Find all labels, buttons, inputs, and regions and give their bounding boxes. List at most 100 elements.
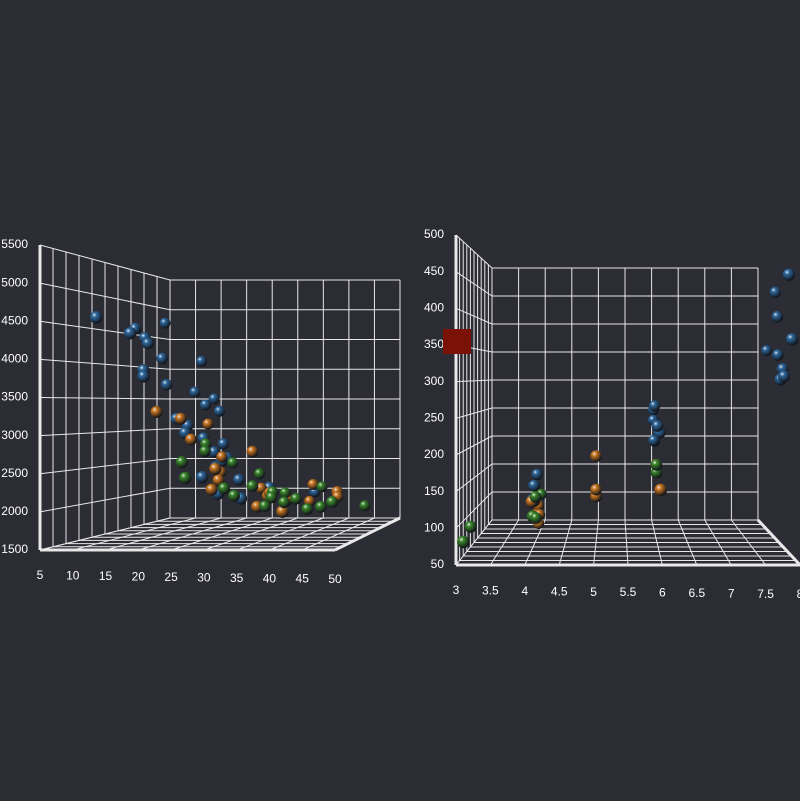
y-tick-label: 2500 bbox=[1, 466, 28, 480]
data-point bbox=[259, 500, 271, 512]
data-point bbox=[530, 512, 542, 524]
data-point bbox=[179, 471, 192, 485]
y-tick-label: 3000 bbox=[1, 428, 28, 442]
x-tick-label: 7.5 bbox=[757, 587, 774, 601]
x-tick-label: 45 bbox=[296, 572, 310, 586]
selection-cube bbox=[443, 329, 471, 354]
y-tick-label: 250 bbox=[424, 411, 444, 425]
data-point bbox=[278, 496, 290, 509]
y-tick-label: 100 bbox=[424, 521, 444, 535]
data-point bbox=[649, 400, 661, 412]
x-tick-label: 4 bbox=[521, 584, 528, 598]
x-tick-label: 5 bbox=[37, 568, 44, 582]
data-point bbox=[650, 459, 663, 471]
data-point bbox=[590, 450, 602, 462]
x-tick-label: 5 bbox=[590, 585, 597, 599]
chart-3d: 5 10 15 20 25 30 35 40 45 50 1500 2000 2500 3000 3500 4… bbox=[1, 237, 401, 586]
grid-line bbox=[170, 517, 273, 551]
x-tick-label: 6.5 bbox=[688, 586, 705, 600]
grid-line bbox=[455, 463, 493, 493]
data-point bbox=[141, 337, 154, 350]
grid-line bbox=[39, 282, 171, 311]
grid-line bbox=[72, 517, 196, 551]
data-point bbox=[205, 483, 218, 496]
y-tick-label: 5000 bbox=[1, 275, 28, 289]
data-point bbox=[174, 412, 187, 425]
grid-line bbox=[455, 307, 493, 325]
data-point bbox=[276, 505, 289, 518]
grid-line bbox=[39, 487, 171, 513]
grid-line bbox=[455, 491, 493, 529]
data-point bbox=[785, 333, 799, 346]
data-point bbox=[209, 462, 222, 476]
grid-line bbox=[624, 519, 629, 566]
grid-line bbox=[455, 519, 493, 566]
x-tick-label: 30 bbox=[197, 570, 211, 584]
data-point bbox=[782, 268, 795, 281]
y-tick-label: 400 bbox=[424, 301, 444, 315]
x-tick-label: 5.5 bbox=[620, 585, 637, 599]
data-point bbox=[290, 493, 302, 505]
data-point bbox=[150, 406, 163, 419]
data-point bbox=[89, 311, 103, 324]
x-tick-label: 20 bbox=[132, 570, 146, 584]
grid-line bbox=[39, 428, 171, 437]
grid-line bbox=[105, 517, 222, 551]
data-point bbox=[216, 451, 228, 463]
data-point bbox=[531, 468, 543, 481]
data-point bbox=[160, 378, 173, 391]
grid-line bbox=[269, 517, 350, 551]
data-point bbox=[208, 393, 220, 405]
x-tick-label: 10 bbox=[66, 569, 80, 583]
grid-line bbox=[39, 458, 171, 475]
data-point bbox=[769, 286, 782, 299]
data-point bbox=[301, 503, 313, 515]
grid-line bbox=[558, 519, 573, 566]
x-tick-label: 4.5 bbox=[551, 584, 568, 598]
y-tick-label: 150 bbox=[424, 484, 444, 498]
grid-line bbox=[455, 379, 493, 383]
grid-line bbox=[236, 517, 324, 551]
data-point bbox=[159, 317, 171, 329]
grid-line bbox=[651, 519, 663, 566]
data-point bbox=[156, 352, 168, 365]
data-point bbox=[654, 483, 667, 497]
y-tick-label: 350 bbox=[424, 337, 444, 351]
data-point bbox=[651, 420, 664, 432]
data-point bbox=[529, 491, 542, 503]
x-tick-label: 3 bbox=[453, 583, 460, 597]
x-tick-label: 40 bbox=[263, 571, 277, 585]
x-tick-label: 8 bbox=[797, 587, 800, 601]
data-point bbox=[778, 370, 791, 383]
y-tick-label: 200 bbox=[424, 447, 444, 461]
y-tick-label: 4000 bbox=[1, 352, 28, 366]
grid-line bbox=[489, 519, 520, 566]
data-point bbox=[195, 471, 209, 484]
axis-line bbox=[756, 518, 800, 567]
data-point bbox=[253, 468, 265, 480]
data-point bbox=[265, 491, 278, 504]
data-point bbox=[199, 399, 212, 411]
y-tick-label: 1500 bbox=[1, 542, 28, 556]
charts: 5 10 15 20 25 30 35 40 45 50150020002500300035004… bbox=[1, 227, 800, 601]
data-point bbox=[279, 487, 291, 499]
data-point bbox=[528, 479, 540, 492]
grid-line bbox=[39, 517, 171, 551]
data-point bbox=[214, 405, 225, 417]
grid-line bbox=[455, 271, 493, 297]
data-point bbox=[246, 445, 259, 458]
data-point bbox=[315, 500, 327, 513]
data-point bbox=[326, 496, 339, 509]
grid-line bbox=[138, 517, 247, 551]
grid-line bbox=[455, 407, 493, 419]
data-point bbox=[316, 481, 328, 493]
data-point bbox=[359, 500, 371, 512]
data-point bbox=[196, 355, 207, 367]
data-point bbox=[137, 370, 150, 383]
y-tick-label: 4500 bbox=[1, 313, 28, 327]
grid-line bbox=[39, 397, 171, 400]
data-point bbox=[457, 535, 470, 549]
y-tick-label: 300 bbox=[424, 374, 444, 388]
x-tick-label: 35 bbox=[230, 571, 244, 585]
grid-line bbox=[39, 244, 171, 281]
